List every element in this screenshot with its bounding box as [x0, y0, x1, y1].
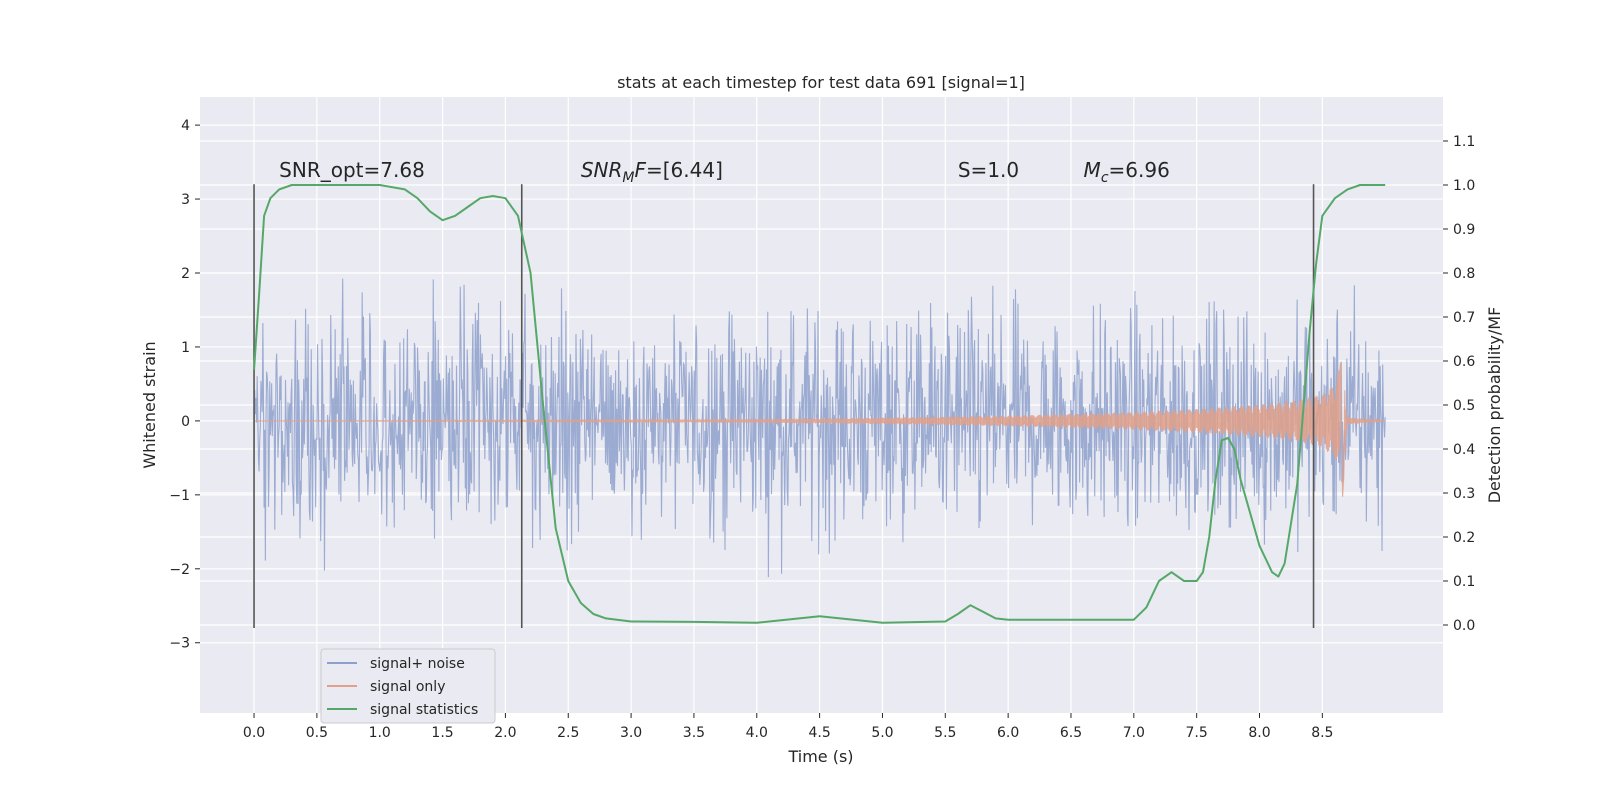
y-right-tick-label-0: 0.0: [1453, 618, 1475, 634]
y-left-tick-label-7: 4: [181, 118, 190, 134]
y-right-tick-label-7: 0.7: [1453, 310, 1475, 326]
signal-statistics-line: [253, 184, 1386, 624]
x-tick-label-11: 5.5: [934, 725, 956, 741]
y-left-tick-label-6: 3: [181, 192, 190, 208]
y-right-tick-label-1: 0.1: [1453, 574, 1475, 590]
x-tick-label-16: 8.0: [1248, 725, 1270, 741]
y-right-tick-label-9: 0.9: [1453, 222, 1475, 238]
legend-box: [320, 648, 496, 724]
y-left-tick-label-3: 0: [181, 414, 190, 430]
x-tick-label-15: 7.5: [1186, 725, 1208, 741]
legend-label-signal-statistics: signal statistics: [370, 702, 478, 718]
y-right-tick-label-10: 1.0: [1453, 178, 1475, 194]
x-tick-label-10: 5.0: [871, 725, 893, 741]
annotation-0: SNR_opt=7.68: [279, 158, 425, 182]
legend-label-signal-only: signal only: [370, 679, 445, 695]
annotation-3: Mc=6.96: [1084, 158, 1170, 186]
annotations: SNR_opt=7.68 SNRMF=[6.44] S=1.0 Mc=6.96: [279, 158, 1170, 186]
chart-title: stats at each timestep for test data 691…: [617, 73, 1025, 92]
x-axis-label: Time (s): [787, 747, 853, 766]
x-tick-label-8: 4.0: [746, 725, 768, 741]
x-tick-label-3: 1.5: [431, 725, 453, 741]
y-right-axis-label: Detection probability/MF: [1485, 307, 1504, 504]
y-right-tick-label-8: 0.8: [1453, 266, 1475, 282]
x-tick-label-13: 6.5: [1060, 725, 1082, 741]
x-tick-label-17: 8.5: [1311, 725, 1333, 741]
legend-label-signal-noise: signal+ noise: [370, 656, 465, 672]
annotation-1: SNRMF=[6.44]: [581, 158, 723, 186]
y-right-tick-label-4: 0.4: [1453, 442, 1475, 458]
y-right-tick-label-6: 0.6: [1453, 354, 1475, 370]
x-tick-label-2: 1.0: [369, 725, 391, 741]
x-tick-label-0: 0.0: [243, 725, 265, 741]
y-right-axis-ticks: 0.0 0.1 0.2 0.3 0.4 0.5 0.6 0.7 0.8 0.9 1.0 1.1: [1443, 134, 1475, 634]
signal-noise-line: [253, 278, 1386, 578]
y-right-tick-label-11: 1.1: [1453, 134, 1475, 150]
x-tick-label-1: 0.5: [306, 725, 328, 741]
x-tick-label-4: 2.0: [494, 725, 516, 741]
x-tick-label-14: 7.0: [1123, 725, 1145, 741]
y-right-tick-label-2: 0.2: [1453, 530, 1475, 546]
x-tick-label-6: 3.0: [620, 725, 642, 741]
x-tick-label-7: 3.5: [683, 725, 705, 741]
signal-only-line: [254, 362, 1386, 497]
y-right-tick-label-5: 0.5: [1453, 398, 1475, 414]
y-left-tick-label-2: −1: [169, 488, 190, 504]
y-left-tick-label-1: −2: [169, 562, 190, 578]
y-left-tick-label-5: 2: [181, 266, 190, 282]
x-tick-label-5: 2.5: [557, 725, 579, 741]
vertical-markers: [253, 184, 1315, 628]
legend: signal+ noise signal only signal statist…: [320, 648, 496, 724]
y-right-tick-label-3: 0.3: [1453, 486, 1475, 502]
signal-statistics-series: [253, 184, 1386, 624]
x-tick-label-12: 6.0: [997, 725, 1019, 741]
y-left-axis-label: Whitened strain: [140, 341, 159, 468]
x-tick-label-9: 4.5: [808, 725, 830, 741]
y-left-tick-label-0: −3: [169, 636, 190, 652]
signal-noise-series: [253, 278, 1386, 578]
x-axis-ticks: 0.0 0.5 1.0 1.5 2.0 2.5 3.0 3.5 4.0 4.5 5.0 5.5 6.0 6…: [243, 713, 1333, 741]
y-left-axis-ticks: −3 −2 −1 0 1 2 3 4: [169, 118, 200, 652]
annotation-2: S=1.0: [958, 158, 1019, 182]
signal-only-series: [254, 362, 1386, 497]
y-left-tick-label-4: 1: [181, 340, 190, 356]
